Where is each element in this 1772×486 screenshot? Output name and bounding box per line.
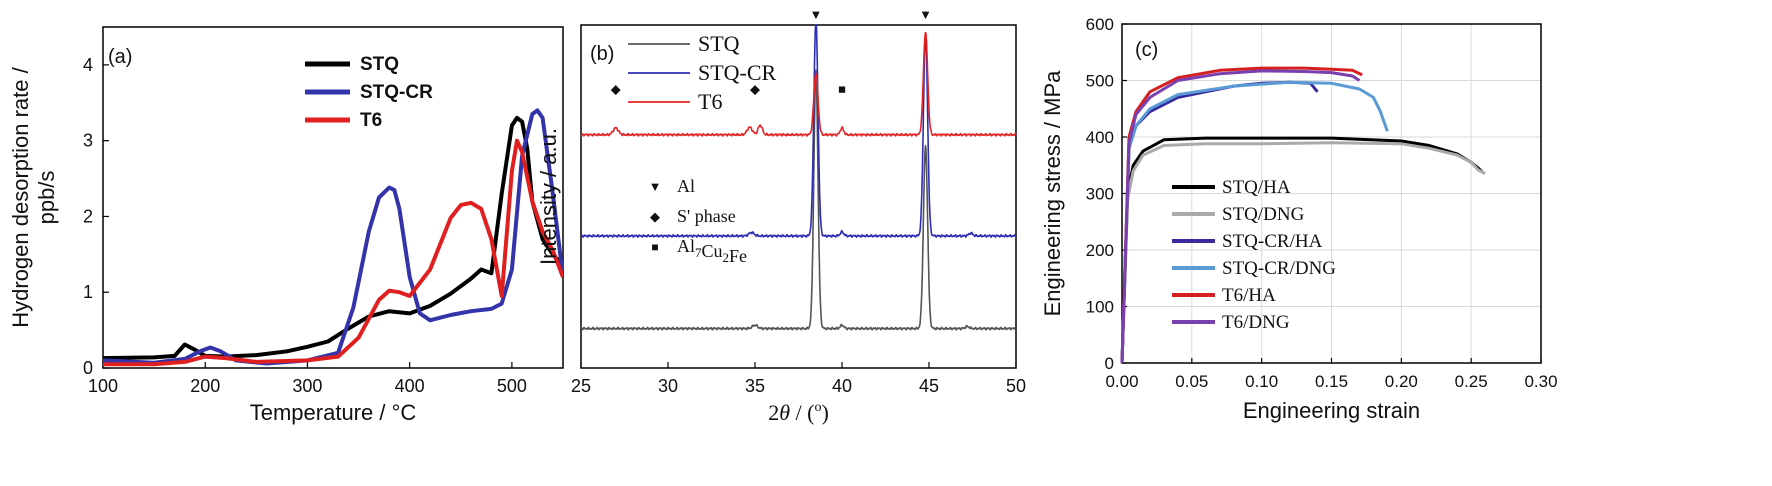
panel-b-ylabel: Intensity / a.u. (536, 128, 561, 265)
panel-a-ytick-label: 1 (83, 282, 93, 302)
panel-a-ytick-label: 0 (83, 358, 93, 378)
panel-c-xtick-label: 0.20 (1385, 372, 1418, 391)
legend-label-stq-cr: STQ-CR (698, 60, 777, 85)
phase-legend-symbol-al: ▼ (649, 179, 662, 194)
t6-peak-marker: ◆ (750, 82, 760, 97)
series-line-stq-dng (1120, 141, 1486, 364)
phase-legend-label-al7cu2fe: Al7Cu2Fe (677, 236, 747, 266)
phase-legend-label-s-phase: S' phase (677, 206, 736, 226)
panel-b-xtick-label: 25 (571, 376, 591, 396)
series-line-stq (580, 69, 1017, 331)
panel-b-xtick-label: 35 (745, 376, 765, 396)
panel-c-xtick-label: 0.00 (1105, 372, 1138, 391)
panel-b-xlabel-part: o (814, 400, 821, 415)
phase-legend-label-part: Al (677, 236, 695, 256)
panel-c-ytick-label: 600 (1086, 15, 1114, 34)
panel-c-ytick-label: 200 (1086, 241, 1114, 260)
panel-b-frame (580, 24, 1017, 369)
panel-c-xlabel: Engineering strain (1243, 398, 1420, 423)
t6-peak-marker: ■ (838, 82, 846, 97)
series-line-stq (103, 115, 563, 361)
panel-c-ytick-label: 0 (1105, 354, 1114, 373)
panel-c-ytick-label: 400 (1086, 128, 1114, 147)
panel-b: 25 30 35 40 45 50 ▼ ▼ ◆ ◆ ■ (b) STQ STQ-CR T6 ▼ Al ◆ S' ph… (536, 7, 1026, 425)
legend-label-stq-dng: STQ/DNG (1222, 204, 1305, 225)
series-line-stq-cr (580, 24, 1017, 238)
panel-c-ytick-label: 100 (1086, 298, 1114, 317)
panel-c-label: (c) (1135, 39, 1158, 61)
legend-label-stq-ha: STQ/HA (1222, 177, 1291, 198)
panel-b-xlabel-part: ) (821, 400, 828, 425)
panel-b-xlabel-part: / ( (790, 400, 814, 425)
panel-c-xtick-label: 0.15 (1315, 372, 1348, 391)
panel-b-xlabel: 2θ / (o) (768, 400, 829, 425)
panel-c-ytick-label: 300 (1086, 185, 1114, 204)
panel-b-xtick-label: 30 (658, 376, 678, 396)
series-line-stq-cr-dng (1120, 80, 1389, 364)
top-peak-marker: ▼ (919, 7, 932, 22)
legend-label-stq: STQ (698, 31, 740, 56)
legend-label-stq: STQ (360, 54, 399, 75)
legend-label-stq-cr-ha: STQ-CR/HA (1222, 231, 1323, 252)
phase-legend-label-part: Fe (729, 246, 747, 266)
t6-peak-marker: ◆ (611, 82, 621, 97)
series-line-t6-dng (1120, 69, 1361, 364)
panel-c-xtick-label: 0.30 (1524, 372, 1557, 391)
panel-a-ylabel-line: Hydrogen desorption rate / (8, 66, 33, 327)
legend-label-t6-ha: T6/HA (1222, 285, 1276, 306)
panel-c-ytick-label: 500 (1086, 72, 1114, 91)
panel-c-xtick-label: 0.10 (1245, 372, 1278, 391)
panel-c: 0.00 0.05 0.10 0.15 0.20 0.25 0.30 0 100 200 300 40… (1040, 15, 1558, 423)
legend-label-t6: T6 (698, 89, 722, 114)
panel-c-xtick-label: 0.25 (1455, 372, 1488, 391)
legend-label-t6: T6 (360, 110, 382, 131)
panel-b-xtick-label: 45 (919, 376, 939, 396)
series-line-t6 (580, 31, 1017, 137)
panel-c-xtick-label: 0.05 (1175, 372, 1208, 391)
phase-legend-symbol-al7cu2fe: ■ (651, 240, 658, 254)
panel-a: 100 200 300 400 500 0 1 2 3 4 (a) STQ STQ-CR T6 Temper… (8, 26, 564, 425)
phase-legend-symbol-s-phase: ◆ (650, 209, 660, 224)
series-line-stq-cr (103, 108, 563, 366)
panel-a-label: (a) (108, 46, 132, 68)
panel-a-xtick-label: 500 (497, 376, 527, 396)
panel-a-xtick-label: 300 (292, 376, 322, 396)
panel-c-ylabel: Engineering stress / MPa (1040, 70, 1065, 317)
panel-a-xtick-label: 400 (395, 376, 425, 396)
panel-b-xlabel-part: θ (779, 400, 790, 425)
panel-b-xtick-label: 50 (1006, 376, 1026, 396)
panel-a-ylabel-line: ppb/s (34, 171, 59, 225)
legend-label-stq-cr: STQ-CR (360, 82, 433, 103)
top-peak-marker: ▼ (809, 7, 822, 22)
panel-b-label: (b) (590, 43, 614, 65)
series-line-t6 (103, 138, 563, 367)
panel-a-frame (102, 26, 564, 369)
panel-b-xlabel-part: 2 (768, 400, 779, 425)
panel-a-xlabel: Temperature / °C (250, 400, 417, 425)
panel-b-xtick-label: 40 (832, 376, 852, 396)
panel-a-ytick-label: 4 (83, 55, 93, 75)
phase-legend-label-part: 7 (695, 245, 702, 260)
panel-a-xtick-label: 200 (190, 376, 220, 396)
panel-a-ytick-label: 2 (83, 206, 93, 226)
legend-label-stq-cr-dng: STQ-CR/DNG (1222, 258, 1336, 279)
phase-legend-label-al: Al (677, 176, 695, 196)
panel-a-ylabel: Hydrogen desorption rate /ppb/s (8, 66, 59, 327)
phase-legend-label-part: Cu (702, 241, 723, 261)
panel-a-xtick-label: 100 (88, 376, 118, 396)
legend-label-t6-dng: T6/DNG (1222, 312, 1290, 333)
phase-legend-label-part: 2 (723, 250, 730, 265)
panel-a-ytick-label: 3 (83, 131, 93, 151)
